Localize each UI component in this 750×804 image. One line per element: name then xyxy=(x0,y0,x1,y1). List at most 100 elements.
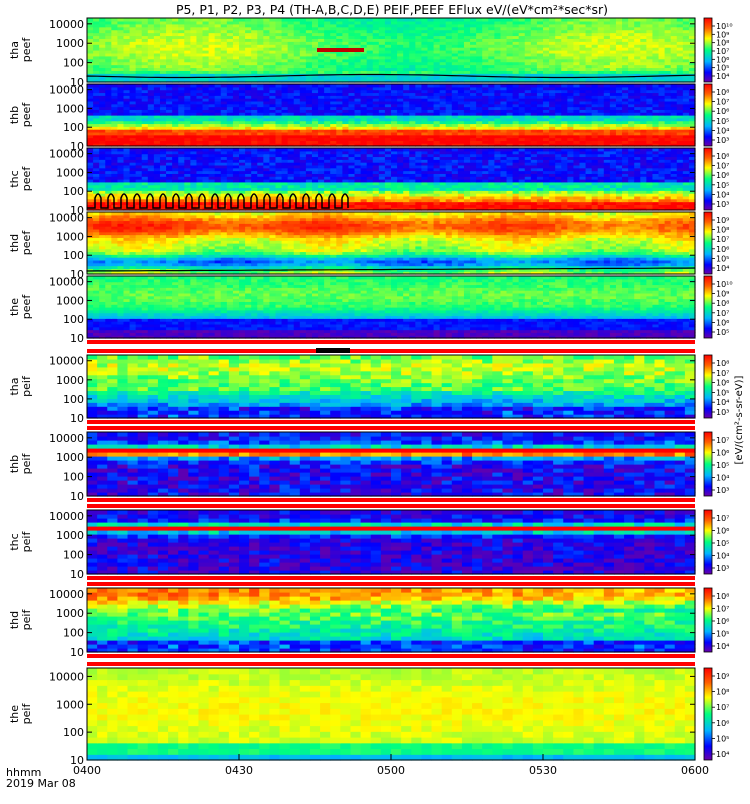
heatmap-cell xyxy=(111,84,118,87)
heatmap-cell xyxy=(239,18,246,22)
heatmap-cell xyxy=(592,18,599,22)
heatmap-cell xyxy=(190,84,197,87)
colorbar-tick-label: 10⁶ xyxy=(716,107,729,116)
heatmap-cell xyxy=(470,84,477,87)
heatmap-cell xyxy=(227,84,234,87)
heatmap-cell xyxy=(586,84,593,87)
heatmap-cell xyxy=(634,18,641,22)
heatmap-cell xyxy=(257,84,264,87)
heatmap-cell xyxy=(172,84,179,87)
heatmap-cell xyxy=(561,18,568,22)
heatmap-cell xyxy=(579,84,586,87)
heatmap-cell xyxy=(391,18,398,22)
heatmap-cell xyxy=(421,18,428,22)
heatmap-cell xyxy=(427,84,434,87)
y-tick-label: 10000 xyxy=(49,84,84,97)
heatmap-cell xyxy=(184,84,191,87)
heatmap-cell xyxy=(440,18,447,22)
heatmap-cell xyxy=(221,84,228,87)
heatmap-cell xyxy=(245,18,252,22)
heatmap-cell xyxy=(99,18,106,22)
heatmap-cell xyxy=(196,84,203,87)
heatmap-cell xyxy=(415,84,422,87)
heatmap-cell xyxy=(148,18,155,22)
y-tick-label: 100 xyxy=(63,121,84,134)
heatmap-cell xyxy=(342,18,349,22)
heatmap-cell xyxy=(99,84,106,87)
colorbar-tick-label: 10⁸ xyxy=(716,88,729,97)
heatmap-cell xyxy=(251,18,258,22)
heatmap-cell xyxy=(659,18,666,22)
heatmap-cell xyxy=(531,84,538,87)
heatmap-cell xyxy=(434,18,441,22)
heatmap-cell xyxy=(665,84,672,87)
heatmap-cell xyxy=(628,84,635,87)
heatmap-cell xyxy=(452,18,459,22)
heatmap-cell xyxy=(379,84,386,87)
heatmap-cell xyxy=(312,18,319,22)
heatmap-cell xyxy=(263,18,270,22)
heatmap-cell xyxy=(579,18,586,22)
y-tick-label: 1000 xyxy=(56,102,84,115)
heatmap-cells xyxy=(87,84,696,147)
heatmap-cell xyxy=(93,84,100,87)
colorbar xyxy=(704,18,712,82)
heatmap-cell xyxy=(330,84,337,87)
heatmap-cell xyxy=(190,18,197,22)
heatmap-cell xyxy=(622,84,629,87)
heatmap-cell xyxy=(130,18,137,22)
heatmap-cell xyxy=(488,84,495,87)
heatmap-cell xyxy=(488,18,495,22)
heatmap-cell xyxy=(385,84,392,87)
heatmap-cell xyxy=(640,18,647,22)
heatmap-cell xyxy=(300,84,307,87)
heatmap-cell xyxy=(470,18,477,22)
heatmap-cell xyxy=(409,18,416,22)
heatmap-cell xyxy=(288,84,295,87)
heatmap-cell xyxy=(476,18,483,22)
heatmap-cell xyxy=(166,18,173,22)
heatmap-cell xyxy=(306,84,313,87)
heatmap-cell xyxy=(531,18,538,22)
heatmap-cell xyxy=(355,84,362,87)
heatmap-cell xyxy=(677,18,684,22)
heatmap-cell xyxy=(403,18,410,22)
heatmap-cell xyxy=(342,84,349,87)
heatmap-cell xyxy=(525,84,532,87)
heatmap-cell xyxy=(336,18,343,22)
heatmap-cell xyxy=(573,84,580,87)
heatmap-cell xyxy=(184,18,191,22)
heatmap-cell xyxy=(549,18,556,22)
heatmap-cell xyxy=(592,84,599,87)
heatmap-cell xyxy=(598,84,605,87)
heatmap-cell xyxy=(397,18,404,22)
heatmap-cell xyxy=(117,84,124,87)
heatmap-cell xyxy=(263,84,270,87)
heatmap-cell xyxy=(123,84,130,87)
heatmap-cell xyxy=(391,84,398,87)
heatmap-cell xyxy=(294,18,301,22)
heatmap-cell xyxy=(312,84,319,87)
heatmap-cell xyxy=(598,18,605,22)
colorbar-tick-label: 10⁵ xyxy=(716,117,729,126)
heatmap-cell xyxy=(671,18,678,22)
heatmap-cell xyxy=(148,84,155,87)
heatmap-cell xyxy=(142,84,149,87)
heatmap-cell xyxy=(136,84,143,87)
colorbar-tick-label: 10⁷ xyxy=(716,98,729,107)
y-tick-label: 100 xyxy=(63,57,84,70)
heatmap-cell xyxy=(537,18,544,22)
heatmap-cell xyxy=(324,18,331,22)
heatmap-cell xyxy=(111,18,118,22)
heatmap-cell xyxy=(93,18,100,22)
heatmap-cell xyxy=(628,18,635,22)
heatmap-cell xyxy=(166,84,173,87)
heatmap-cell xyxy=(275,18,282,22)
heatmap-cell xyxy=(367,18,374,22)
heatmap-cell xyxy=(652,18,659,22)
colorbar xyxy=(704,84,712,146)
heatmap-cell xyxy=(324,84,331,87)
heatmap-cell xyxy=(616,18,623,22)
